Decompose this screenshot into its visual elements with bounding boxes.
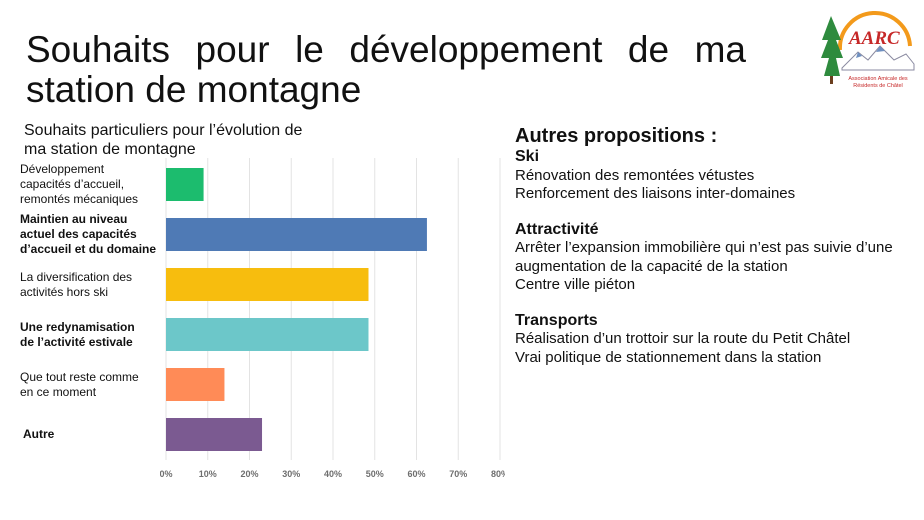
proposals-panel: Autres propositions : Ski Rénovation des… [515, 124, 915, 367]
proposal-line: augmentation de la capacité de la statio… [515, 257, 788, 275]
proposal-line: Réalisation d’un trottoir sur la route d… [515, 330, 851, 347]
proposal-line: Vrai politique de stationnement dans la … [515, 348, 822, 366]
chart-title-line1: Souhaits particuliers pour l’évolution d… [24, 122, 303, 139]
section-title-attractivite: Attractivité [515, 220, 599, 238]
x-tick-label: 70% [449, 469, 467, 479]
aarc-logo: AARC Association Amicale des Résidents d… [821, 10, 915, 89]
category-label: La diversification des activités hors ski [20, 269, 133, 299]
proposal-line: Arrêter l’expansion immobilière qui n’es… [515, 239, 893, 256]
proposals-heading: Autres propositions : [515, 125, 718, 147]
x-tick-label: 30% [282, 469, 300, 479]
proposal-line: Centre ville piéton [515, 276, 636, 293]
category-label: Autre [23, 427, 55, 441]
bar [166, 368, 225, 401]
slide-title-line2: station de montagne [26, 69, 362, 110]
x-tick-label: 40% [324, 469, 342, 479]
category-label: Maintien au niveau actuel des capacités d’… [20, 212, 157, 256]
x-tick-label: 20% [240, 469, 258, 479]
section-title-ski: Ski [515, 148, 540, 165]
bar [166, 218, 427, 251]
x-tick-label: 0% [160, 469, 173, 479]
x-tick-label: 50% [366, 469, 384, 479]
chart-title-line2: ma station de montagne [24, 141, 196, 158]
chart-title: Souhaits particuliers pour l’évolution d… [24, 121, 344, 159]
logo-caption-2: Résidents de Châtel [853, 83, 903, 89]
proposal-line: Rénovation des remontées vétustes [515, 166, 755, 184]
slide-title: Souhaits pour le développement de ma sta… [26, 30, 746, 110]
section-title-transports: Transports [515, 311, 598, 329]
bar [166, 318, 369, 351]
x-tick-label: 60% [407, 469, 425, 479]
proposal-line: Renforcement des liaisons inter-domaines [515, 185, 796, 202]
slide-title-line1: Souhaits pour le développement de ma [26, 29, 746, 70]
category-label: Développement capacités d’accueil, remonté… [20, 162, 139, 206]
x-tick-label: 80% [491, 469, 505, 479]
bar [166, 418, 263, 451]
category-label: Une redynamisation de l’activité estivale [20, 319, 135, 349]
logo-caption-1: Association Amicale des [848, 76, 908, 82]
bar-chart: 0% 10% 20% 30% 40% 50% 60% 70% 80% [160, 158, 505, 479]
category-label: Que tout reste comme en ce moment [20, 369, 139, 399]
bar [166, 168, 204, 201]
logo-text: AARC [848, 28, 900, 49]
bar [166, 268, 369, 301]
x-tick-label: 10% [199, 469, 217, 479]
